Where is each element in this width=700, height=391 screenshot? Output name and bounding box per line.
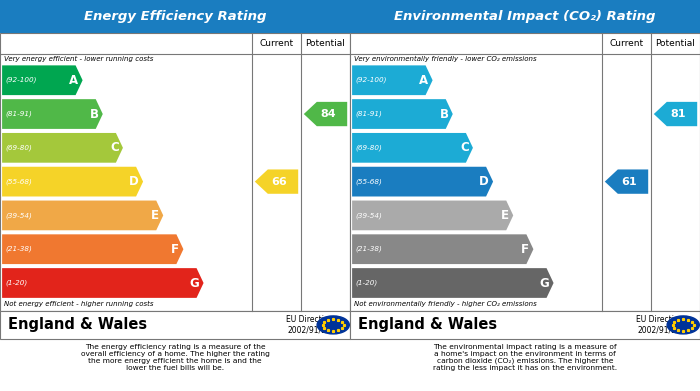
Text: F: F	[522, 243, 529, 256]
Text: Not energy efficient - higher running costs: Not energy efficient - higher running co…	[4, 301, 154, 307]
Text: Very environmentally friendly - lower CO₂ emissions: Very environmentally friendly - lower CO…	[354, 56, 537, 62]
Polygon shape	[2, 201, 163, 230]
Polygon shape	[654, 102, 697, 126]
Polygon shape	[352, 65, 433, 95]
Text: E: E	[501, 209, 509, 222]
Text: (1-20): (1-20)	[356, 280, 378, 286]
Text: England & Wales: England & Wales	[8, 317, 148, 332]
Text: F: F	[172, 243, 179, 256]
Text: A: A	[419, 74, 428, 87]
Text: (69-80): (69-80)	[356, 145, 382, 151]
Circle shape	[317, 316, 349, 334]
Polygon shape	[352, 234, 533, 264]
Text: C: C	[110, 141, 119, 154]
Text: (81-91): (81-91)	[356, 111, 382, 117]
Text: (92-100): (92-100)	[6, 77, 37, 84]
Text: 61: 61	[622, 177, 637, 187]
Text: G: G	[540, 276, 550, 289]
Text: EU Directive
2002/91/EC: EU Directive 2002/91/EC	[636, 315, 683, 335]
Circle shape	[667, 316, 699, 334]
Bar	[350, 33, 700, 311]
Text: (21-38): (21-38)	[356, 246, 382, 253]
Text: The energy efficiency rating is a measure of the
overall efficiency of a home. T: The energy efficiency rating is a measur…	[80, 344, 270, 371]
Text: Not environmentally friendly - higher CO₂ emissions: Not environmentally friendly - higher CO…	[354, 301, 537, 307]
Text: (55-68): (55-68)	[6, 178, 32, 185]
Text: (92-100): (92-100)	[356, 77, 387, 84]
Polygon shape	[352, 133, 473, 163]
Bar	[350, 311, 700, 339]
Text: (1-20): (1-20)	[6, 280, 28, 286]
Text: D: D	[479, 175, 489, 188]
Text: 84: 84	[321, 109, 336, 119]
Polygon shape	[2, 133, 123, 163]
Text: (55-68): (55-68)	[356, 178, 382, 185]
Polygon shape	[352, 201, 513, 230]
Bar	[350, 0, 700, 33]
Polygon shape	[255, 169, 298, 194]
Text: A: A	[69, 74, 78, 87]
Text: B: B	[90, 108, 99, 120]
Text: Potential: Potential	[656, 39, 695, 48]
Text: (21-38): (21-38)	[6, 246, 32, 253]
Polygon shape	[304, 102, 347, 126]
Text: (69-80): (69-80)	[6, 145, 32, 151]
Text: (39-54): (39-54)	[356, 212, 382, 219]
Polygon shape	[2, 268, 204, 298]
Text: Current: Current	[260, 39, 293, 48]
Text: Very energy efficient - lower running costs: Very energy efficient - lower running co…	[4, 56, 153, 62]
Polygon shape	[2, 99, 103, 129]
Text: D: D	[129, 175, 139, 188]
Text: EU Directive
2002/91/EC: EU Directive 2002/91/EC	[286, 315, 333, 335]
Text: Potential: Potential	[306, 39, 345, 48]
Text: B: B	[440, 108, 449, 120]
Text: England & Wales: England & Wales	[358, 317, 498, 332]
Polygon shape	[2, 234, 183, 264]
Polygon shape	[352, 167, 493, 197]
Text: Current: Current	[610, 39, 643, 48]
Bar	[0, 311, 350, 339]
Polygon shape	[352, 268, 554, 298]
Polygon shape	[605, 169, 648, 194]
Text: (81-91): (81-91)	[6, 111, 32, 117]
Polygon shape	[2, 167, 143, 197]
Text: Energy Efficiency Rating: Energy Efficiency Rating	[84, 10, 266, 23]
Text: C: C	[460, 141, 469, 154]
Polygon shape	[352, 99, 453, 129]
Bar	[0, 33, 350, 311]
Text: (39-54): (39-54)	[6, 212, 32, 219]
Text: 66: 66	[271, 177, 287, 187]
Text: 81: 81	[671, 109, 686, 119]
Text: The environmental impact rating is a measure of
a home's impact on the environme: The environmental impact rating is a mea…	[433, 344, 617, 371]
Text: G: G	[190, 276, 200, 289]
Text: Environmental Impact (CO₂) Rating: Environmental Impact (CO₂) Rating	[394, 10, 656, 23]
Bar	[0, 0, 350, 33]
Text: E: E	[151, 209, 159, 222]
Polygon shape	[2, 65, 83, 95]
